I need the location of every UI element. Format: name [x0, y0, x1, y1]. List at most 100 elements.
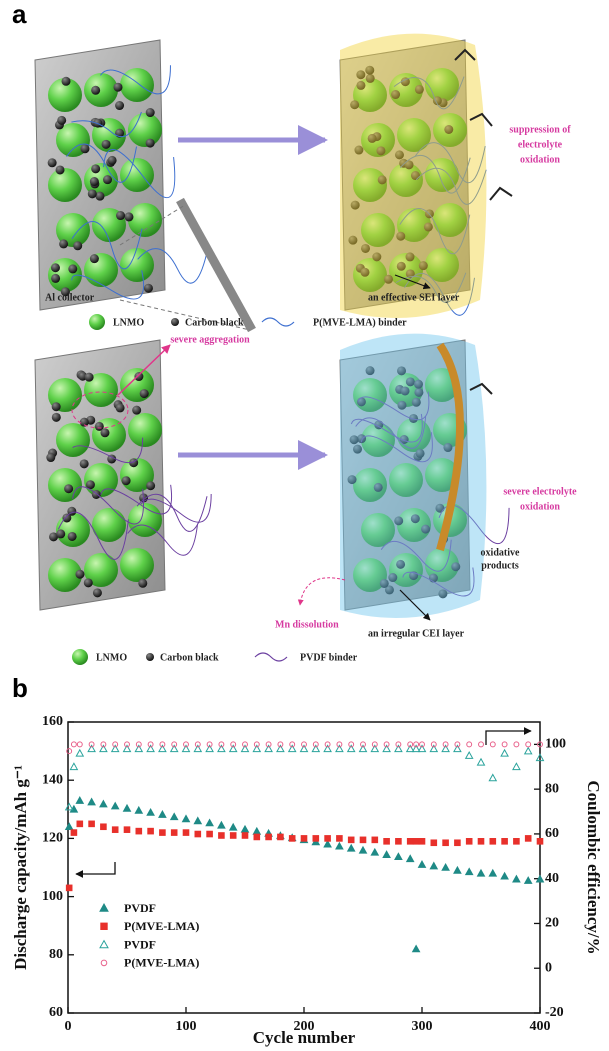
x-tick-label: 300 — [412, 1019, 433, 1034]
carbon-black — [146, 108, 155, 117]
y2-tick-label: 100 — [545, 737, 566, 752]
point — [502, 742, 507, 747]
point — [395, 745, 402, 751]
carbon-black — [52, 402, 61, 411]
carbon-black — [134, 372, 143, 381]
point — [360, 847, 367, 853]
point — [159, 811, 166, 817]
point — [230, 745, 237, 751]
carbon-black — [84, 578, 93, 587]
axis-arrow — [486, 731, 531, 745]
point — [124, 745, 131, 751]
carbon-black — [124, 212, 133, 221]
point — [360, 745, 367, 751]
carbon-black — [85, 373, 94, 382]
point — [489, 870, 496, 876]
point — [407, 839, 413, 845]
point — [135, 745, 142, 751]
point — [112, 745, 119, 751]
point — [372, 837, 378, 843]
point — [413, 839, 419, 845]
point — [242, 826, 249, 832]
x-axis-title: Cycle number — [253, 1028, 356, 1047]
y2-tick-label: 80 — [545, 781, 559, 796]
carbon-black — [122, 476, 131, 485]
carbon-black — [56, 165, 65, 174]
point — [525, 836, 531, 842]
point — [71, 742, 76, 747]
carbon-black — [115, 101, 124, 110]
point — [348, 837, 354, 843]
point — [278, 834, 284, 840]
carbon-black — [62, 77, 71, 86]
point — [218, 745, 225, 751]
legend-icon — [146, 653, 154, 661]
lnmo-particle — [120, 548, 154, 582]
point — [171, 745, 178, 751]
point — [430, 745, 437, 751]
legend-icon — [89, 314, 105, 330]
point — [112, 803, 119, 809]
note: suppression of — [509, 124, 571, 135]
point — [124, 805, 131, 811]
lnmo-particle — [128, 413, 162, 447]
legend-text: P(MVE-LMA) binder — [313, 317, 407, 328]
lnmo-particle — [84, 253, 118, 287]
point — [312, 745, 319, 751]
point — [466, 839, 472, 845]
y-tick-label: 60 — [49, 1005, 63, 1020]
y2-tick-label: -20 — [545, 1005, 564, 1020]
x-tick-label: 0 — [65, 1019, 72, 1034]
y2-tick-label: 0 — [545, 960, 552, 975]
point — [537, 839, 543, 845]
legend-icon — [255, 653, 287, 661]
point — [371, 849, 378, 855]
point — [455, 840, 461, 846]
point — [313, 836, 319, 842]
point — [147, 745, 154, 751]
point — [467, 742, 472, 747]
legend-marker — [101, 923, 107, 929]
point — [76, 750, 83, 756]
point — [218, 822, 225, 828]
carbon-black — [144, 284, 153, 293]
carbon-black — [80, 144, 89, 153]
point — [289, 836, 295, 842]
point — [383, 745, 390, 751]
carbon-black — [146, 481, 155, 490]
point — [454, 745, 461, 751]
point — [371, 745, 378, 751]
lnmo-particle — [120, 248, 154, 282]
lnmo-particle — [48, 468, 82, 502]
point — [266, 834, 272, 840]
y-tick-label: 140 — [42, 772, 63, 787]
carbon-black — [46, 453, 55, 462]
point — [88, 799, 95, 805]
collector-detail — [180, 200, 252, 330]
point — [195, 831, 201, 837]
point — [479, 742, 484, 747]
point — [501, 750, 508, 756]
point — [502, 839, 508, 845]
legend-text: LNMO — [96, 652, 127, 663]
legend-text: Carbon black — [160, 652, 219, 663]
panel-label: a — [12, 0, 27, 29]
legend-text: LNMO — [113, 317, 144, 328]
point — [395, 853, 402, 859]
legend-text: Carbon black — [185, 317, 244, 328]
point — [490, 742, 495, 747]
point — [171, 830, 177, 836]
point — [430, 863, 437, 869]
point — [265, 745, 272, 751]
schematic — [35, 34, 512, 618]
point — [289, 745, 296, 751]
point — [77, 742, 82, 747]
legend-label: P(MVE-LMA) — [124, 956, 199, 970]
point — [324, 745, 331, 751]
point — [490, 839, 496, 845]
y-tick-label: 80 — [49, 947, 63, 962]
point — [514, 839, 520, 845]
point — [101, 824, 107, 830]
arrow-label: After Cycling — [221, 122, 279, 133]
point — [407, 855, 414, 861]
